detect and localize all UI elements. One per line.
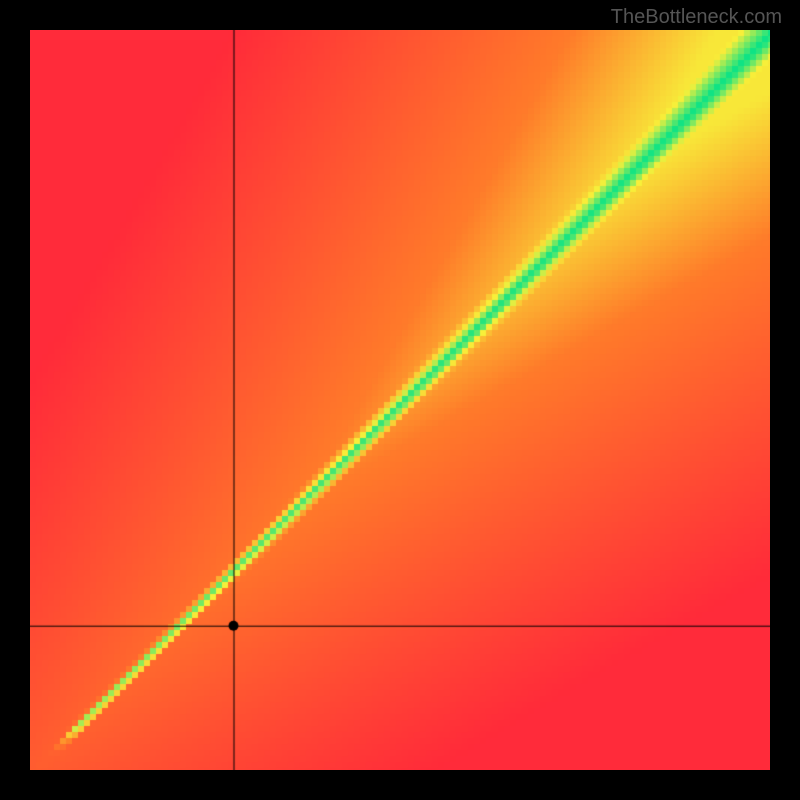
watermark-text: TheBottleneck.com bbox=[611, 6, 782, 29]
chart-container: TheBottleneck.com bbox=[0, 0, 800, 800]
heatmap-plot bbox=[30, 30, 770, 770]
heatmap-canvas bbox=[30, 30, 770, 770]
